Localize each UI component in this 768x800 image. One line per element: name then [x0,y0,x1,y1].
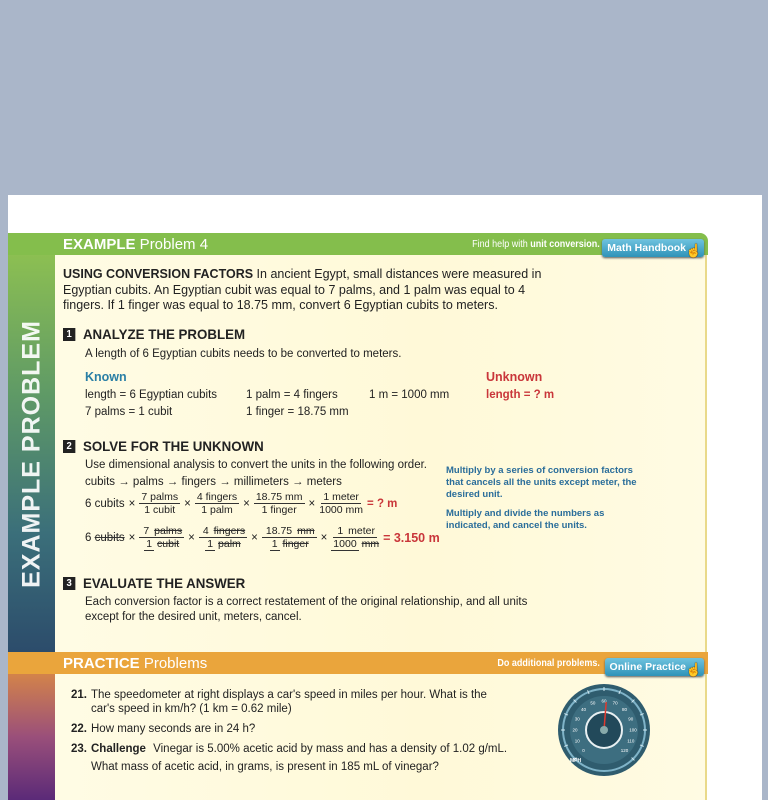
known-label: Known [85,370,127,384]
speedometer-tick [573,699,577,703]
speedometer-tick-label: 80 [622,707,628,712]
known-item: 7 palms = 1 cubit [85,406,173,418]
speedometer-tick [573,757,577,761]
speedometer-tick-label: 110 [627,739,635,744]
speedometer-tick-label: 90 [628,716,634,721]
fraction: 7 palms 1 cubit [139,525,185,551]
speedometer-tick-label: 70 [613,701,619,706]
help-text: Find help with unit conversion. [472,238,600,250]
online-practice-button[interactable]: Online Practice ☝ [604,658,704,677]
step2-heading: 2 SOLVE FOR THE UNKNOWN [63,438,264,454]
problem-22: 22. How many seconds are in 24 h? [71,723,256,735]
practice-title: PRACTICE Problems [63,654,208,672]
side-band-practice [8,674,55,800]
math-handbook-button[interactable]: Math Handbook ☝ [602,239,704,258]
hand-cursor-icon: ☝ [685,243,702,258]
hand-cursor-icon: ☝ [685,662,702,677]
speedometer-tick [564,744,569,747]
fraction: 7 palms 1 cubit [139,491,181,516]
unknown-label: Unknown [486,370,543,384]
help-text: Do additional problems. [497,657,600,669]
intro-text: USING CONVERSION FACTORS In ancient Egyp… [63,267,542,312]
step3-heading: 3 EVALUATE THE ANSWER [63,575,245,591]
speedometer-tick-label: 20 [572,728,578,733]
step3-text: Each conversion factor is a correct rest… [85,596,528,623]
speedometer-tick-label: 30 [575,716,581,721]
known-item: 1 finger = 18.75 mm [246,406,349,418]
known-item: length = 6 Egyptian cubits [85,389,218,401]
fraction: 18.75 mm 1 finger [253,491,305,516]
speedometer-tick-label: 60 [601,699,607,704]
fraction: 18.75 mm 1 finger [261,525,317,551]
speedometer-tick-label: 10 [575,739,581,744]
speedometer-tick [618,690,621,695]
problem-23: 23. Challenge Vinegar is 5.00% acetic aci… [71,743,508,773]
fraction: 1 meter 1000 mm [319,491,364,516]
fraction: 4 fingers 1 palm [198,525,248,551]
speedometer-tick-label: 100 [629,728,637,733]
speedometer-tick [587,690,590,695]
fraction: 4 fingers 1 palm [194,491,240,516]
side-band: EXAMPLE PROBLEM [8,255,55,652]
unit-order: cubits → palms → fingers → millimeters →… [85,476,342,488]
speedometer-tick [639,744,644,747]
step2-text: Use dimensional analysis to convert the … [85,459,427,471]
known-item: 1 m = 1000 mm [369,389,450,401]
side-label: EXAMPLE PROBLEM [17,319,45,588]
speedometer-tick [564,713,569,716]
example-header: EXAMPLE Problem 4 Find help with unit co… [8,233,708,258]
fraction: 1 meter 1000 mm [331,525,380,551]
equation-solved: 6 cubits × 7 palms 1 cubit × 4 fingers 1 pal… [85,525,440,551]
textbook-page: EXAMPLE PROBLEM EXAMPLE Problem 4 Find h… [8,195,762,800]
speedometer-tick-label: 50 [590,701,596,706]
speedometer-tick [631,757,635,761]
practice-header: PRACTICE Problems Do additional problems… [8,652,708,677]
speedometer-tick [639,713,644,716]
problem-21: 21. The speedometer at right displays a c… [71,689,487,715]
speedometer-tick [631,699,635,703]
known-item: 1 palm = 4 fingers [246,389,338,401]
side-note: Multiply by a series of conversion facto… [446,465,637,500]
speedometer-tick-label: 40 [581,707,587,712]
step1-heading: 1 ANALYZE THE PROBLEM [63,326,245,342]
equation-setup: 6 cubits × 7 palms 1 cubit × 4 fingers 1 pal… [85,491,398,516]
unknown-item: length = ? m [486,389,555,401]
speedometer-tick-label: 120 [621,748,629,753]
speedometer-unit: MPH [570,758,582,764]
example-title: EXAMPLE Problem 4 [63,235,209,253]
speedometer-needle [603,702,607,731]
side-note: Multiply and divide the numbers as indic… [446,508,605,531]
speedometer-tick-label: 0 [582,748,585,753]
step1-text: A length of 6 Egyptian cubits needs to b… [85,348,402,360]
